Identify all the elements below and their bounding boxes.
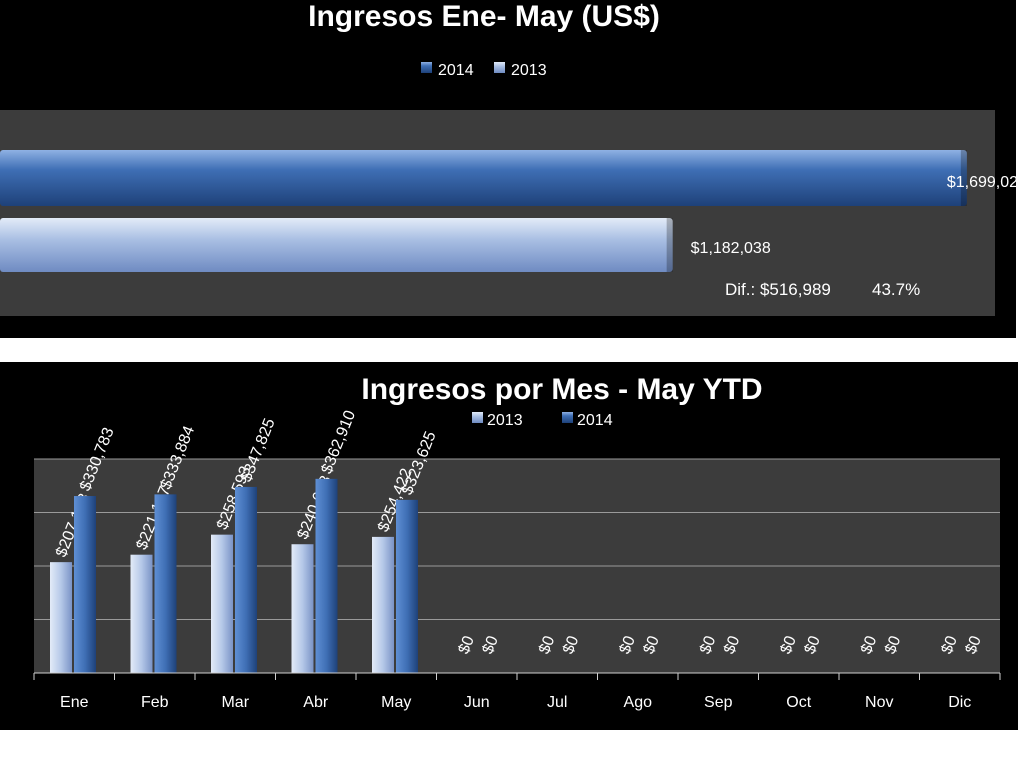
bar-2013-Feb	[130, 554, 153, 673]
bar-2014-Feb	[154, 494, 177, 673]
x-tick-label-Sep: Sep	[704, 694, 733, 711]
legend-swatch-2013	[494, 62, 505, 73]
data-label-2013-Jun: $0	[455, 634, 477, 657]
legend-label-2014: 2014	[577, 412, 613, 429]
x-tick-label-Jul: Jul	[547, 694, 567, 711]
bar-2013	[0, 218, 673, 272]
bar-2013-May	[372, 536, 394, 673]
diff-label: Dif.: $516,989	[725, 280, 831, 299]
data-label-2014-Jun: $0	[479, 634, 501, 657]
bar-2014	[0, 150, 967, 206]
legend-label-2013: 2013	[511, 62, 547, 79]
data-label-2013-Nov: $0	[858, 634, 880, 657]
chart-title: Ingresos Ene- May (US$)	[308, 0, 660, 33]
bar-2013-Mar	[211, 534, 233, 673]
data-label-2014-Ago: $0	[640, 634, 662, 657]
x-tick-label-Dic: Dic	[948, 694, 971, 711]
x-tick-label-May: May	[381, 694, 411, 711]
x-tick-label-Feb: Feb	[141, 694, 169, 711]
data-label-2014: $1,699,027	[947, 174, 1016, 191]
bar-2014-May	[396, 499, 418, 673]
chart-title: Ingresos por Mes - May YTD	[361, 373, 762, 406]
bar-2013-Abr	[291, 544, 314, 673]
data-label-2013-Dic: $0	[938, 634, 960, 657]
legend-swatch-2014	[421, 62, 432, 73]
bar-2014-Mar	[235, 486, 257, 673]
chart-totals: Ingresos Ene- May (US$) 2014 2013 $1,699…	[0, 0, 1016, 316]
legend: 2013 2014	[472, 412, 613, 429]
x-tick-label-Ago: Ago	[624, 694, 653, 711]
data-label-2014-Dic: $0	[962, 634, 984, 657]
bar-2014-Ene	[74, 496, 96, 673]
legend-label-2013: 2013	[487, 412, 523, 429]
legend: 2014 2013	[421, 62, 547, 79]
legend-swatch-2013	[472, 412, 483, 423]
x-tick-label-Oct: Oct	[786, 694, 811, 711]
data-label-2013-Sep: $0	[697, 634, 719, 657]
x-tick-label-Abr: Abr	[303, 694, 329, 711]
data-label-2013: $1,182,038	[691, 240, 771, 257]
legend-swatch-2014	[562, 412, 573, 423]
bar-cap-2013	[666, 218, 673, 272]
bar-2013-Ene	[50, 562, 72, 673]
data-label-2014-Nov: $0	[882, 634, 904, 657]
chart-panel-monthly: Ingresos por Mes - May YTD 2013 2014 $20…	[0, 362, 1018, 730]
data-label-2014-Oct: $0	[801, 634, 823, 657]
bar-2014-Abr	[315, 478, 338, 673]
legend-label-2014: 2014	[438, 62, 474, 79]
plot-area	[0, 110, 995, 316]
data-label-2014-Sep: $0	[721, 634, 743, 657]
pct-label: 43.7%	[872, 280, 920, 299]
x-tick-label-Nov: Nov	[865, 694, 893, 711]
x-tick-label-Mar: Mar	[221, 694, 249, 711]
chart-panel-totals: Ingresos Ene- May (US$) 2014 2013 $1,699…	[0, 0, 1016, 338]
chart-monthly: Ingresos por Mes - May YTD 2013 2014 $20…	[33, 373, 1001, 711]
bar-cap-2014	[960, 150, 967, 206]
data-label-2013-Ago: $0	[616, 634, 638, 657]
data-label-2014-Jul: $0	[560, 634, 582, 657]
data-label-2013-Jul: $0	[536, 634, 558, 657]
x-tick-label-Jun: Jun	[464, 694, 490, 711]
x-tick-label-Ene: Ene	[60, 694, 89, 711]
data-label-2013-Oct: $0	[777, 634, 799, 657]
